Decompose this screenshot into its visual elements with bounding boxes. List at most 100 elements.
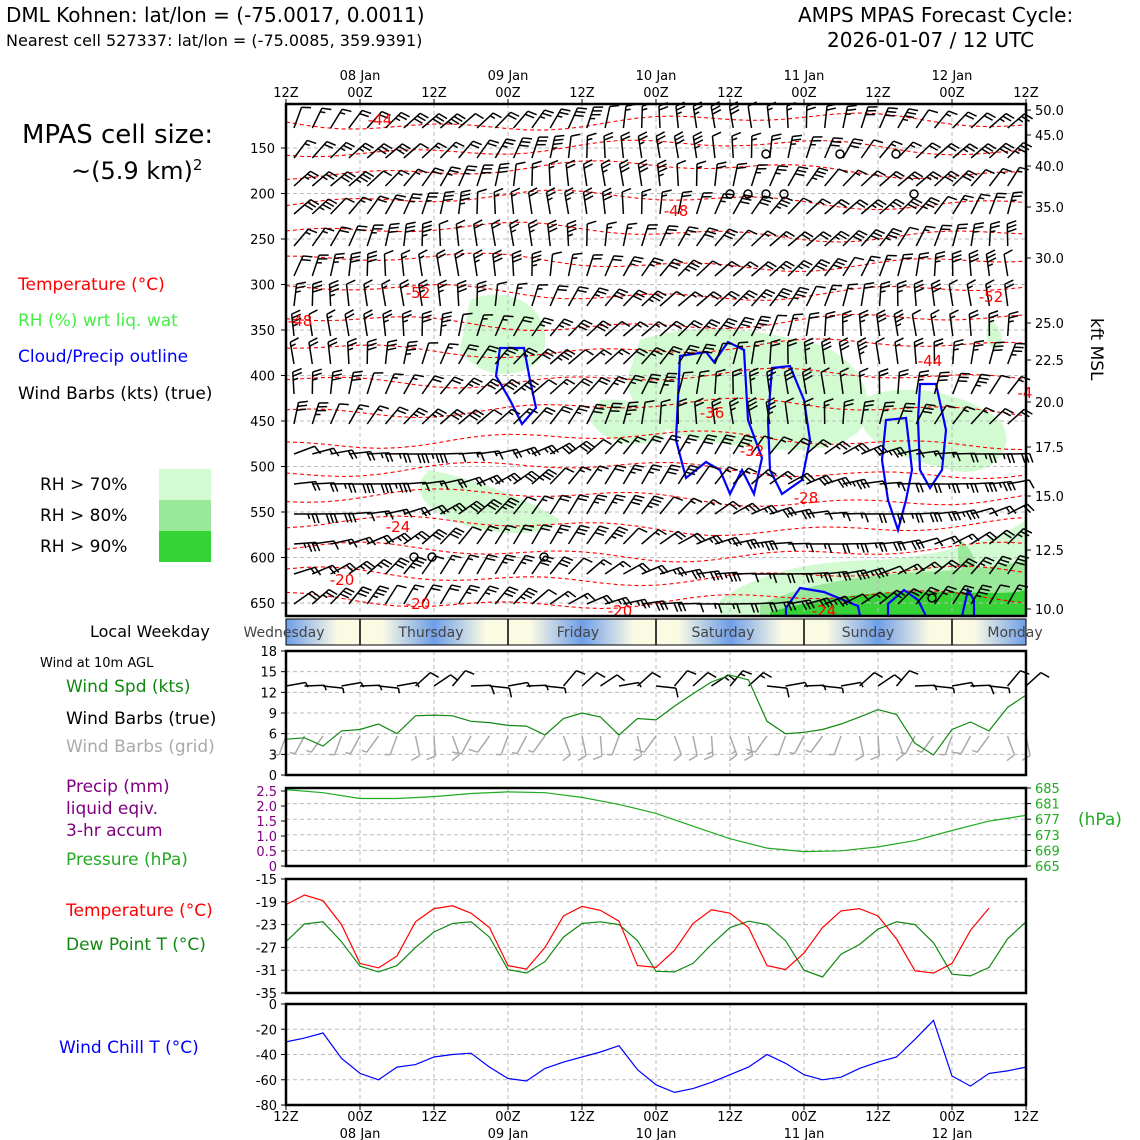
profile-wind-barb-flag — [973, 509, 980, 519]
profile-wind-barb-flag — [583, 377, 594, 384]
precip-accum-label: 3-hr accum — [66, 821, 163, 841]
profile-wind-barb-flag — [345, 141, 356, 148]
profile-wind-barb-flag — [357, 407, 363, 411]
profile-wind-barb — [806, 510, 829, 515]
profile-wind-barb-flag — [815, 264, 825, 271]
profile-wind-barb-flag — [367, 346, 377, 351]
grid-wind-barb-flag — [634, 748, 645, 753]
profile-wind-barb-flag — [517, 282, 528, 286]
profile-wind-barb-flag — [842, 314, 852, 319]
profile-wind-barb-flag — [930, 309, 940, 315]
y-tick-label: 1.5 — [256, 815, 277, 830]
profile-wind-barb-flag — [744, 506, 750, 512]
profile-wind-barb-flag — [397, 536, 402, 542]
profile-wind-barb-flag — [381, 110, 391, 116]
profile-wind-barb-flag — [505, 384, 515, 391]
profile-wind-barb-flag — [561, 108, 571, 112]
profile-wind-barb-flag — [469, 414, 478, 421]
temperature-contour — [285, 397, 1027, 419]
profile-wind-barb-flag — [310, 198, 320, 206]
profile-wind-barb — [933, 405, 947, 425]
profile-wind-barb-flag — [632, 378, 643, 382]
profile-wind-barb-flag — [497, 281, 508, 285]
profile-wind-barb-flag — [431, 413, 438, 418]
profile-wind-barb-flag — [809, 543, 815, 553]
true-wind-barb — [414, 672, 431, 687]
profile-wind-barb — [879, 565, 901, 575]
grid-wind-barb-flag — [1006, 754, 1015, 762]
profile-wind-barb-flag — [778, 165, 789, 168]
profile-wind-barb-flag — [329, 513, 335, 524]
profile-wind-barb-flag — [657, 290, 667, 297]
profile-wind-barb-flag — [687, 265, 697, 271]
profile-wind-barb-flag — [394, 373, 404, 376]
date-label-bottom: 12 Jan — [932, 1127, 973, 1140]
temperature-contour — [285, 515, 1027, 537]
profile-wind-barb — [348, 511, 371, 515]
profile-wind-barb-flag — [579, 445, 589, 453]
pressure-tick-label: 650 — [250, 597, 275, 612]
profile-wind-barb-flag — [749, 367, 759, 373]
profile-wind-barb-flag — [674, 135, 684, 141]
grid-wind-barb — [516, 735, 528, 755]
contour-label: -48 — [664, 202, 689, 220]
height-tick-label: 50.0 — [1035, 104, 1064, 119]
profile-wind-barb-flag — [860, 543, 865, 553]
profile-wind-barb-flag — [580, 322, 590, 328]
profile-wind-barb-flag — [704, 347, 715, 351]
profile-wind-barb-flag — [787, 342, 797, 347]
profile-wind-barb-flag — [559, 527, 569, 532]
profile-wind-barb-flag — [542, 498, 548, 502]
profile-wind-barb-flag — [340, 147, 346, 152]
profile-wind-barb-flag — [323, 143, 334, 149]
profile-wind-barb-flag — [852, 235, 862, 242]
grid-wind-barb-flag — [633, 754, 643, 762]
profile-wind-barb — [308, 314, 314, 337]
grid-wind-barb-flag — [562, 754, 571, 762]
profile-wind-barb-flag — [544, 109, 554, 114]
profile-wind-barb-flag — [600, 159, 611, 165]
true-wind-barb — [359, 684, 381, 687]
profile-wind-barb-flag — [983, 115, 993, 121]
profile-wind-barb-flag — [406, 508, 413, 518]
profile-wind-barb-flag — [532, 250, 542, 255]
profile-wind-barb-flag — [967, 111, 977, 117]
profile-wind-barb-flag — [929, 173, 939, 180]
profile-wind-barb-flag — [858, 229, 868, 236]
profile-wind-barb-flag — [966, 279, 976, 285]
profile-wind-barb-flag — [617, 599, 623, 605]
profile-wind-barb-flag — [406, 453, 412, 463]
profile-wind-barb-flag — [304, 204, 314, 211]
profile-wind-barb-flag — [799, 286, 810, 291]
profile-wind-barb-flag — [859, 319, 866, 323]
profile-wind-barb-flag — [616, 494, 626, 498]
profile-wind-barb-flag — [953, 342, 964, 347]
contour-labels: -44-48-52 -52-48-44-36-32-28-24-20-20 -20-… — [288, 111, 1033, 620]
profile-wind-barb-flag — [676, 290, 686, 298]
profile-wind-barb-flag — [339, 403, 349, 406]
profile-wind-barb-flag — [677, 402, 688, 407]
profile-wind-barb-flag — [997, 562, 1008, 567]
profile-wind-barb-flag — [621, 187, 632, 193]
profile-wind-barb-flag — [751, 137, 758, 141]
profile-wind-barb-flag — [859, 373, 865, 377]
profile-wind-barb-flag — [784, 367, 794, 373]
profile-wind-barb-flag — [291, 313, 302, 319]
profile-wind-barb-flag — [716, 165, 727, 169]
profile-wind-barb-flag — [312, 377, 318, 381]
profile-wind-barb-flag — [844, 398, 854, 403]
profile-wind-barb-flag — [360, 199, 366, 204]
grid-wind-barb — [414, 735, 421, 756]
profile-wind-barb-flag — [654, 601, 661, 611]
profile-wind-barb — [915, 109, 930, 129]
profile-wind-barb-flag — [447, 120, 453, 126]
profile-wind-barb-flag — [476, 500, 485, 508]
wind-chill-label: Wind Chill T (°C) — [59, 1038, 199, 1058]
profile-wind-barb-flag — [946, 404, 956, 409]
profile-wind-barb-flag — [709, 293, 719, 300]
profile-wind-barb — [1003, 254, 1009, 277]
profile-wind-barb-flag — [557, 288, 567, 292]
profile-wind-barb-flag — [432, 378, 442, 383]
profile-wind-barb-flag — [935, 254, 946, 259]
